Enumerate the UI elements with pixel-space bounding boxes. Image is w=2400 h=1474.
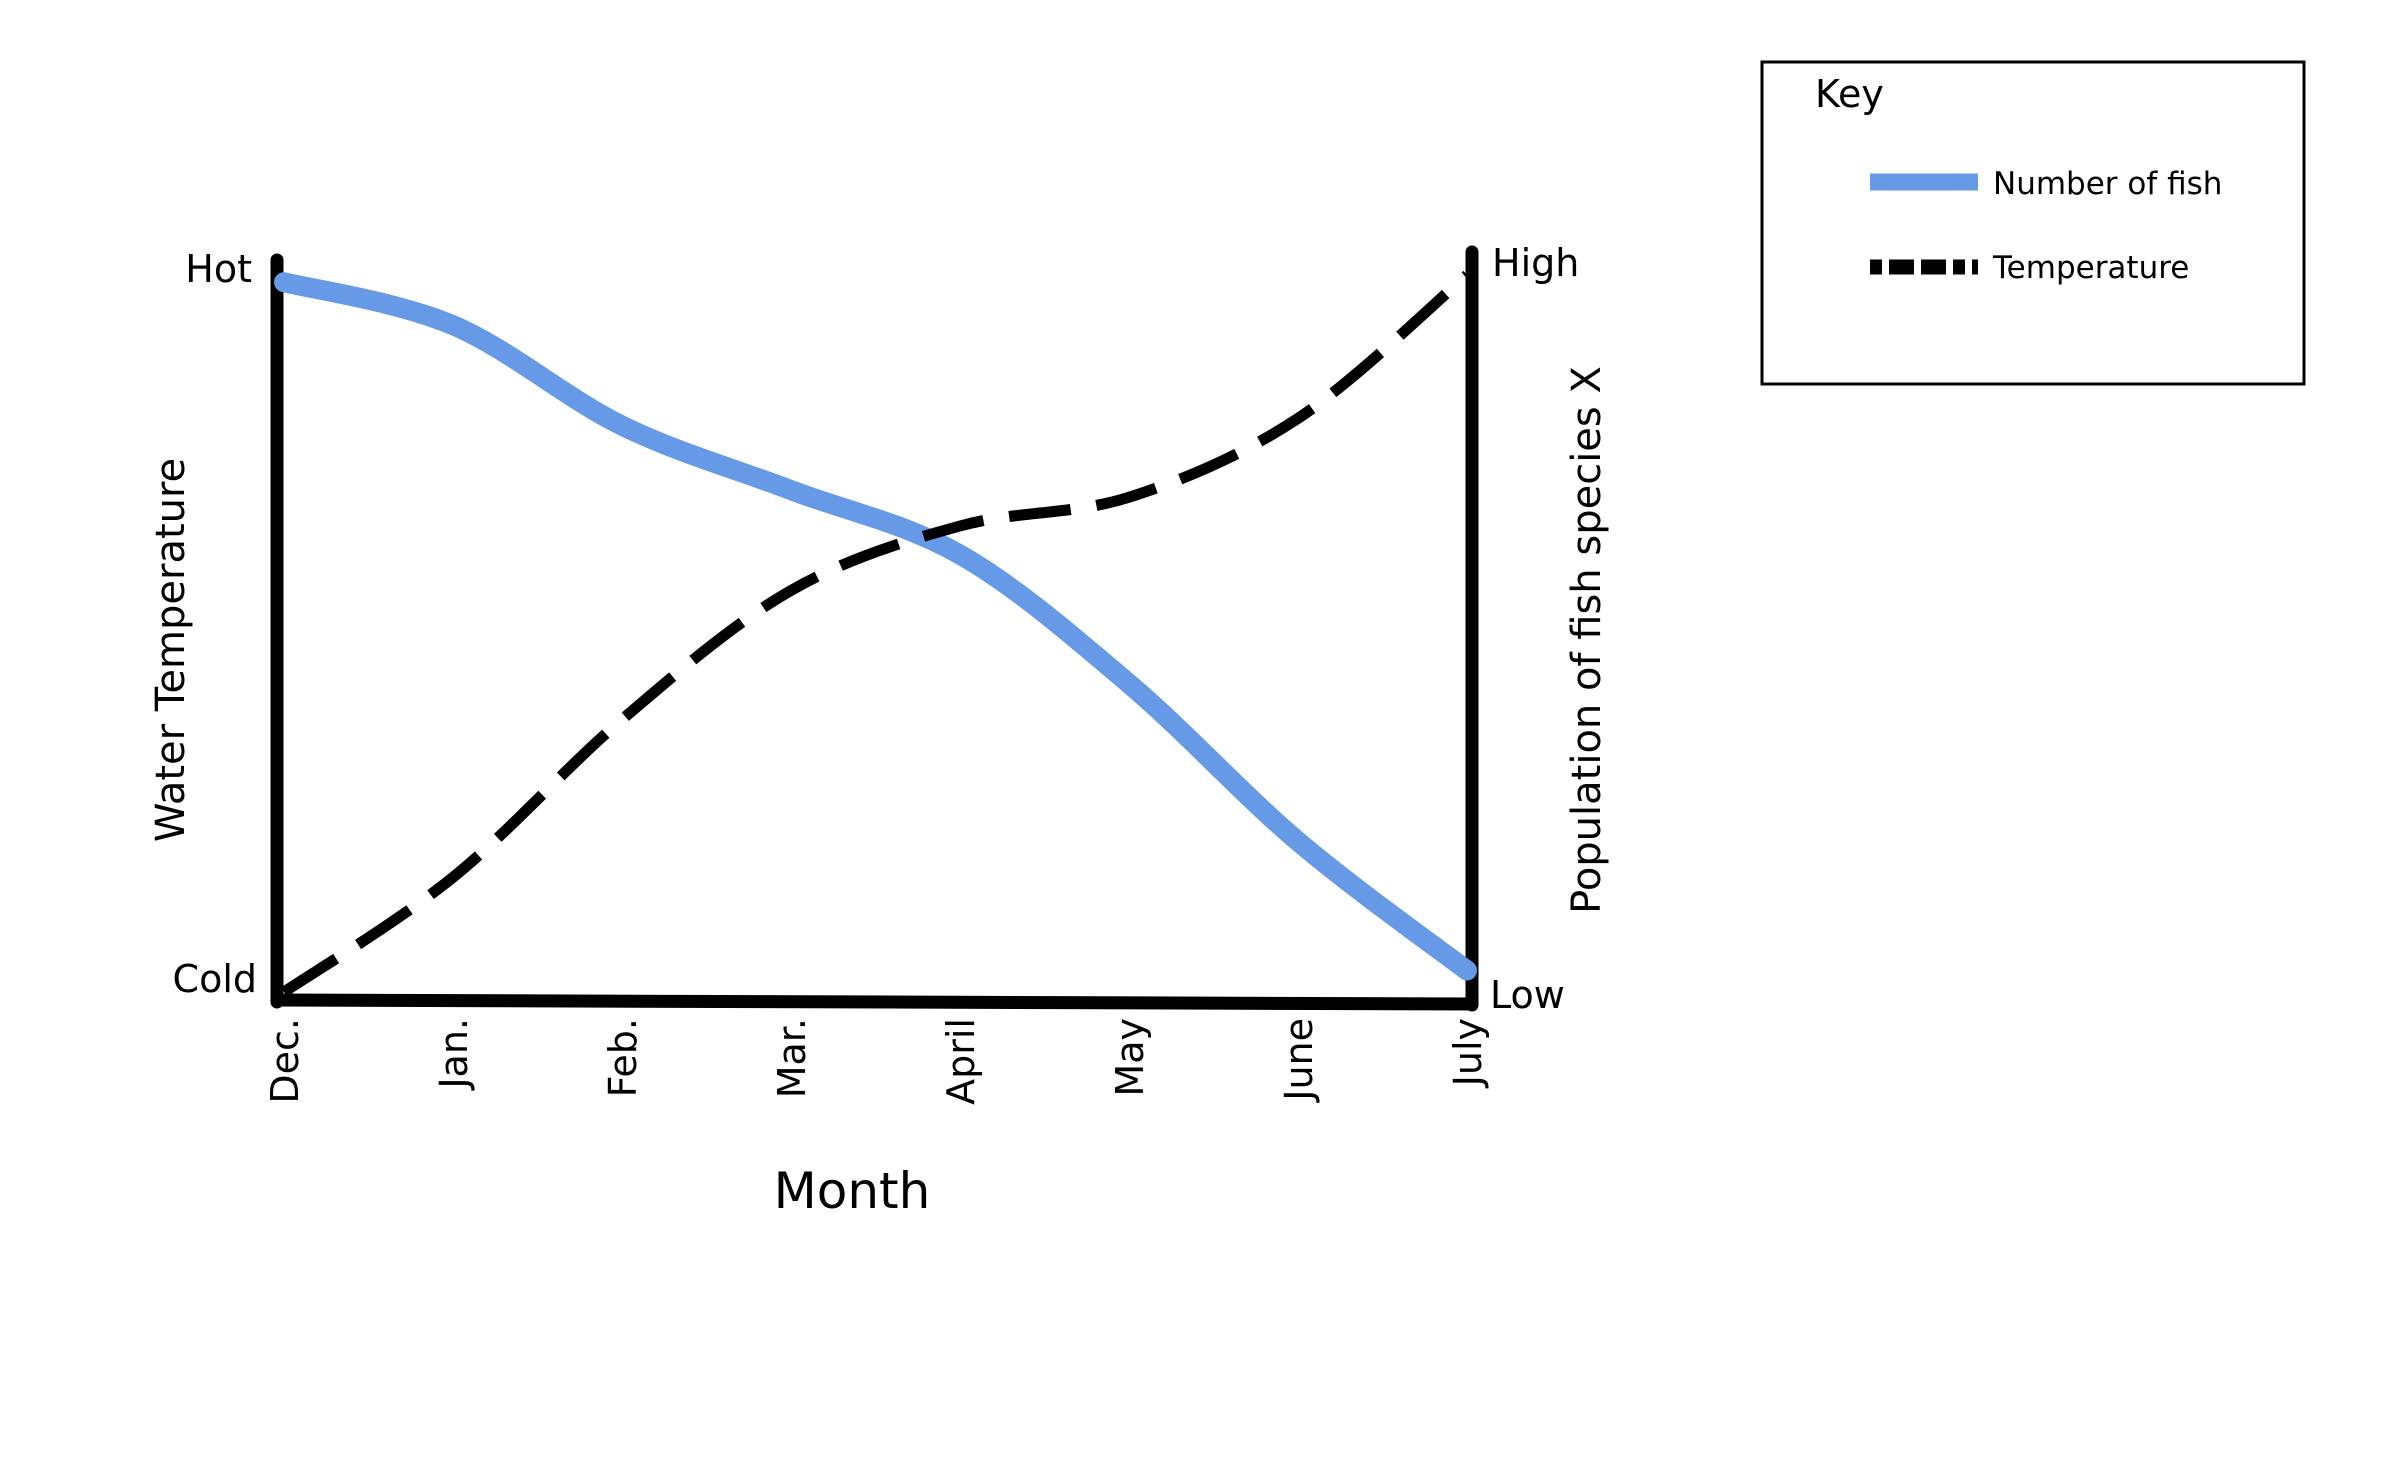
series-line-number-of-fish xyxy=(274,272,1477,981)
x-tick-label: Jan. xyxy=(432,1018,476,1091)
right-axis-bottom-label: Low xyxy=(1490,973,1565,1017)
x-tick-labels: Dec. Jan. Feb. Mar. April May June July xyxy=(263,1018,1490,1105)
x-tick-label: Dec. xyxy=(263,1018,307,1104)
legend-box xyxy=(1760,60,2306,386)
data-point-temperature xyxy=(787,587,795,595)
left-axis-top-label: Hot xyxy=(185,247,252,291)
data-point-number-of-fish xyxy=(280,278,288,286)
series-line-temperature xyxy=(280,270,1471,997)
legend-label-temperature: Temperature xyxy=(1992,250,2189,286)
data-point-number-of-fish xyxy=(449,321,457,329)
data-point-number-of-fish xyxy=(956,551,964,559)
data-point-temperature xyxy=(280,988,288,996)
data-point-temperature xyxy=(1294,414,1302,422)
x-tick-label: June xyxy=(1277,1018,1321,1103)
data-point-temperature xyxy=(618,716,626,724)
data-point-temperature xyxy=(1125,493,1133,501)
data-point-number-of-fish xyxy=(618,422,626,430)
data-point-temperature xyxy=(956,522,964,530)
x-tick-label: Mar. xyxy=(770,1018,814,1098)
x-tick-label: May xyxy=(1108,1018,1152,1097)
data-point-number-of-fish xyxy=(1463,967,1471,975)
data-point-temperature xyxy=(449,873,457,881)
legend-title: Key xyxy=(1815,72,1884,116)
data-point-number-of-fish xyxy=(1125,680,1133,688)
legend: Key Number of fish Temperature xyxy=(1760,60,2306,386)
x-tick-label: July xyxy=(1446,1018,1490,1088)
right-axis-title: Population of fish species X xyxy=(1564,366,1610,914)
data-point-number-of-fish xyxy=(787,486,795,494)
left-axis-title: Water Temperature xyxy=(148,458,194,842)
x-tick-label: April xyxy=(939,1018,983,1105)
data-point-temperature xyxy=(1463,271,1471,279)
legend-label-number-of-fish: Number of fish xyxy=(1993,166,2222,202)
x-tick-label: Feb. xyxy=(601,1018,645,1097)
right-axis-top-label: High xyxy=(1492,241,1579,285)
left-axis-bottom-label: Cold xyxy=(173,957,257,1001)
x-axis-title: Month xyxy=(774,1162,931,1220)
x-axis-line xyxy=(270,993,1479,1011)
data-point-number-of-fish xyxy=(1294,837,1302,845)
series-layer xyxy=(274,270,1477,997)
